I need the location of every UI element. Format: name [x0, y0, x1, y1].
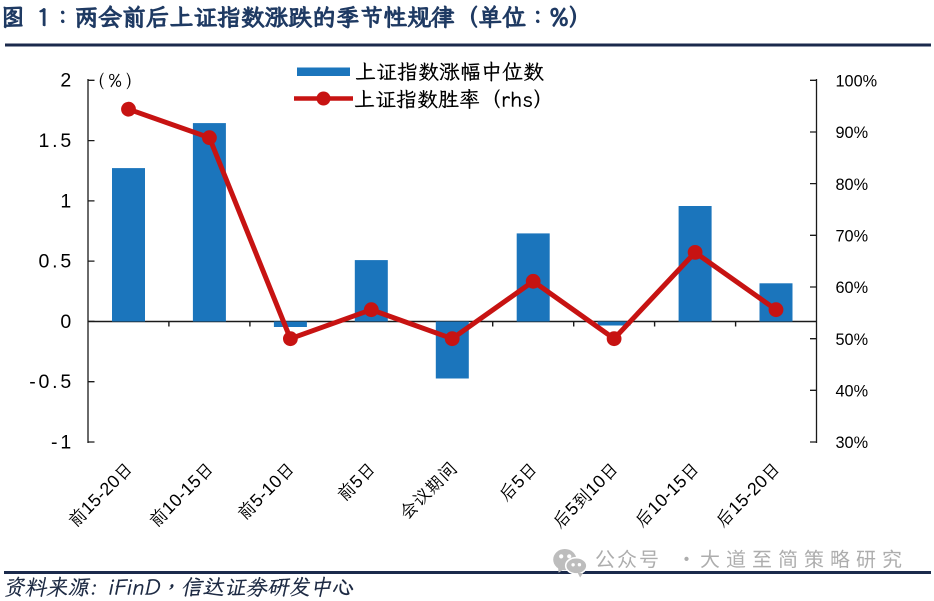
svg-text:80%: 80% [836, 176, 869, 194]
svg-text:0: 0 [60, 311, 74, 333]
svg-text:50%: 50% [836, 331, 869, 349]
svg-text:2: 2 [60, 70, 74, 92]
svg-text:100%: 100% [836, 73, 878, 91]
svg-text:40%: 40% [836, 383, 869, 401]
svg-text:30%: 30% [836, 434, 869, 452]
svg-text:60%: 60% [836, 279, 869, 297]
svg-text:1.5: 1.5 [38, 130, 74, 152]
svg-text:-1: -1 [51, 431, 74, 453]
svg-text:70%: 70% [836, 228, 869, 246]
svg-text:1: 1 [60, 190, 74, 212]
svg-text:-0.5: -0.5 [29, 371, 74, 393]
svg-text:0.5: 0.5 [38, 251, 74, 273]
svg-text:90%: 90% [836, 124, 869, 142]
